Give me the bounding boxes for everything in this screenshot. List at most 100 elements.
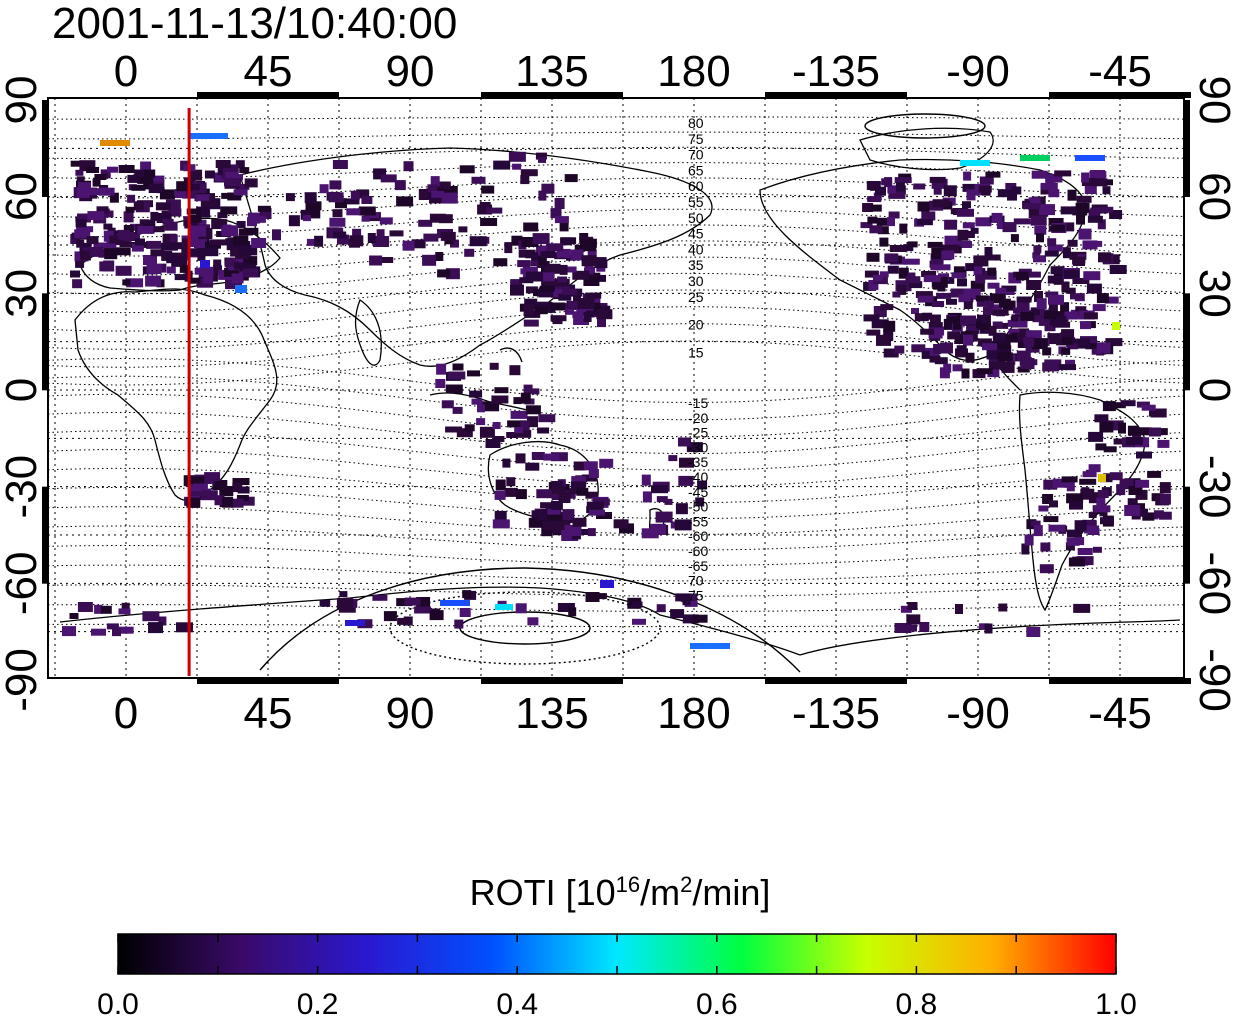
roti-cell <box>895 182 905 192</box>
roti-cell <box>860 222 873 229</box>
roti-cell <box>573 318 590 325</box>
roti-cell <box>1017 341 1027 348</box>
roti-cell <box>259 208 272 219</box>
roti-cell <box>950 208 959 215</box>
roti-cell <box>550 523 566 534</box>
roti-cell <box>933 344 942 354</box>
roti-cell <box>995 287 1007 294</box>
roti-cell <box>879 237 889 247</box>
bottom-axis-label: 45 <box>244 689 293 738</box>
roti-cell <box>510 279 523 286</box>
roti-cell <box>350 190 360 200</box>
top-axis-label: -90 <box>946 47 1010 96</box>
roti-cell <box>947 316 963 323</box>
contour-label: -35 <box>688 454 708 470</box>
roti-cell <box>921 211 936 221</box>
roti-cell <box>1060 206 1077 215</box>
roti-cell <box>970 280 985 292</box>
roti-cell <box>1050 266 1065 275</box>
roti-high-cell <box>1098 474 1106 482</box>
roti-cell <box>1013 218 1031 225</box>
roti-cell <box>586 310 595 318</box>
roti-cell <box>397 617 413 625</box>
roti-high-cell <box>600 580 614 588</box>
roti-cell <box>367 233 376 243</box>
roti-cell <box>597 318 606 328</box>
roti-high-cell <box>235 285 247 293</box>
roti-cell <box>109 235 123 244</box>
roti-cell <box>150 249 165 257</box>
roti-cell <box>87 188 102 196</box>
roti-cell <box>899 223 908 234</box>
roti-cell <box>1105 338 1123 347</box>
roti-cell <box>76 226 94 233</box>
roti-cell <box>75 219 87 228</box>
roti-cell <box>137 176 154 184</box>
roti-cell <box>114 247 131 256</box>
roti-cell <box>502 458 511 468</box>
roti-cell <box>586 501 604 509</box>
roti-cell <box>376 229 385 241</box>
roti-cell <box>469 236 487 247</box>
roti-cell <box>479 202 491 211</box>
roti-cell <box>527 617 539 626</box>
roti-cell <box>1039 564 1054 574</box>
roti-cell <box>75 260 85 268</box>
roti-cell <box>445 384 463 394</box>
roti-cell <box>486 207 503 214</box>
roti-cell <box>932 199 950 208</box>
roti-cell <box>239 244 255 255</box>
roti-cell <box>1030 520 1041 527</box>
left-axis-label: 90 <box>0 76 46 125</box>
roti-cell <box>1008 272 1022 284</box>
contour-label: 80 <box>688 115 704 131</box>
roti-cell <box>996 222 1007 230</box>
roti-cell <box>1047 275 1063 284</box>
roti-cell <box>494 490 506 500</box>
roti-cell <box>585 592 600 602</box>
roti-cell <box>558 492 571 503</box>
roti-cell <box>1032 315 1042 323</box>
roti-cell <box>1028 207 1046 218</box>
roti-cell <box>77 213 91 223</box>
roti-cell <box>191 184 200 191</box>
contour-line <box>47 430 1185 471</box>
roti-cell <box>1072 256 1086 265</box>
roti-cell <box>1099 421 1114 433</box>
roti-cell <box>304 192 317 204</box>
roti-cell <box>577 298 595 309</box>
roti-cell <box>953 320 962 330</box>
roti-cell <box>225 279 242 290</box>
roti-cell <box>1023 203 1041 210</box>
roti-cell <box>523 319 539 327</box>
roti-cell <box>1056 315 1067 327</box>
roti-cell <box>489 362 499 370</box>
roti-cell <box>150 211 159 221</box>
roti-cell <box>1043 479 1058 490</box>
roti-cell <box>1113 438 1130 445</box>
roti-cell <box>1039 204 1055 216</box>
roti-cell <box>585 292 602 299</box>
roti-cell <box>467 370 480 377</box>
roti-cell <box>957 278 967 287</box>
roti-cell <box>356 189 370 199</box>
axis-frame-bars <box>42 92 1191 684</box>
contour-label: -25 <box>688 425 708 441</box>
contour-line <box>47 584 1185 597</box>
roti-cell <box>1128 486 1143 495</box>
roti-cell <box>988 325 997 336</box>
roti-cell <box>1016 301 1030 311</box>
roti-cell <box>873 274 883 281</box>
contour-label: -50 <box>688 499 708 515</box>
colorbar-title: ROTI [1016/m2/min] <box>0 872 1240 914</box>
roti-cell <box>561 237 572 246</box>
roti-cell <box>531 388 540 395</box>
roti-cell <box>962 183 975 192</box>
roti-cell <box>951 272 966 279</box>
roti-cell <box>448 371 466 380</box>
roti-cell <box>239 167 250 174</box>
roti-cell <box>162 233 177 244</box>
roti-cell <box>973 255 989 267</box>
contour-label: 15 <box>688 344 704 360</box>
roti-cell <box>550 452 568 462</box>
